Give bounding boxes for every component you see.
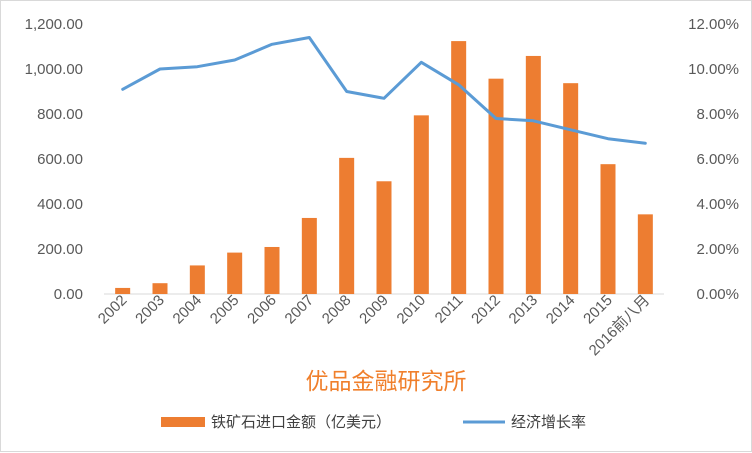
left-tick-label: 1,200.00 <box>25 16 83 33</box>
category-label: 2009 <box>356 292 392 328</box>
line-series <box>121 36 647 145</box>
bar <box>488 78 504 294</box>
bar <box>227 252 243 294</box>
line-point <box>346 91 348 92</box>
line-point <box>495 118 497 119</box>
line-point <box>196 66 198 68</box>
bar <box>301 217 317 294</box>
bar <box>600 164 616 294</box>
category-label: 2005 <box>207 292 243 328</box>
legend-label-bar: 铁矿石进口金额（亿美元） <box>211 413 391 431</box>
left-tick-label: 400.00 <box>37 196 83 213</box>
line-point <box>159 68 161 70</box>
line-point <box>607 138 609 140</box>
category-label: 2010 <box>394 292 430 328</box>
category-label: 2014 <box>543 292 579 328</box>
category-label: 2012 <box>468 292 504 328</box>
line-point <box>532 120 534 122</box>
right-tick-label: 10.00% <box>688 61 739 78</box>
category-label: 2006 <box>244 292 280 328</box>
bar <box>264 246 280 294</box>
right-tick-label: 6.00% <box>696 151 739 168</box>
legend-label-line: 经济增长率 <box>511 413 586 431</box>
left-tick-label: 200.00 <box>37 241 83 258</box>
category-label: 2004 <box>170 292 206 328</box>
line-point <box>234 59 236 61</box>
category-labels: 2002 2003 2004 2005 2006 2007 2008 2009 2010 2011… <box>95 292 653 359</box>
bar <box>376 181 392 294</box>
line-point <box>420 61 422 63</box>
line-point <box>383 97 385 99</box>
bar <box>525 55 541 295</box>
line-point <box>644 142 646 144</box>
right-tick-label: 2.00% <box>696 241 739 258</box>
category-label: 2003 <box>132 292 168 328</box>
bar <box>339 157 355 294</box>
left-tick-label: 600.00 <box>37 151 83 168</box>
bar <box>152 283 168 294</box>
right-tick-label: 4.00% <box>696 196 739 213</box>
left-tick-label: 1,000.00 <box>25 61 83 78</box>
bar <box>189 265 205 294</box>
line-point <box>458 84 460 86</box>
category-label: 2002 <box>95 292 131 328</box>
legend: 铁矿石进口金额（亿美元） 经济增长率 <box>161 413 586 431</box>
bar <box>451 41 467 294</box>
right-axis-ticks: 0.00% 2.00% 4.00% 6.00% 8.00% 10.00% 12.00% <box>688 16 739 303</box>
left-axis-ticks: 0.00 200.00 400.00 600.00 800.00 1,000.00 1,20… <box>25 16 83 303</box>
right-tick-label: 0.00% <box>696 286 739 303</box>
line-point <box>122 88 124 90</box>
bar <box>637 214 653 294</box>
bar <box>563 83 579 294</box>
left-tick-label: 0.00 <box>54 286 83 303</box>
bar-series <box>115 41 653 295</box>
line-point <box>570 129 572 131</box>
category-label: 2008 <box>319 292 355 328</box>
watermark-text: 优品金融研究所 <box>306 369 467 395</box>
category-label: 2007 <box>282 292 318 328</box>
bar <box>115 287 131 294</box>
category-label: 2011 <box>432 292 467 327</box>
right-tick-label: 12.00% <box>688 16 739 33</box>
category-label: 2013 <box>506 292 542 328</box>
right-tick-label: 8.00% <box>696 106 739 123</box>
line-point <box>271 43 273 45</box>
line-point <box>308 37 310 38</box>
bar <box>413 115 429 294</box>
legend-swatch-bar <box>161 417 205 427</box>
left-tick-label: 800.00 <box>37 106 83 123</box>
